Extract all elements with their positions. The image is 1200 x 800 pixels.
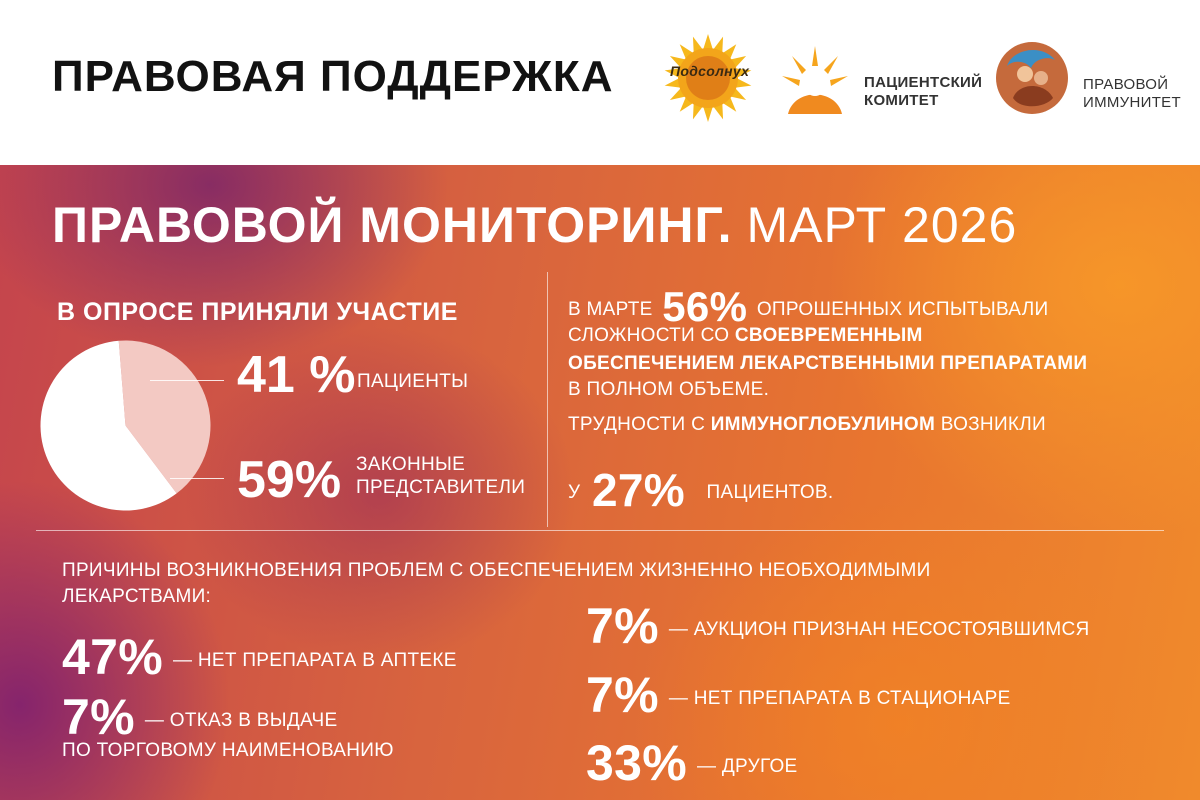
cause-label: — ОТКАЗ В ВЫДАЧЕ — [144, 710, 338, 731]
cause-label: — НЕТ ПРЕПАРАТА В АПТЕКЕ — [172, 650, 457, 671]
cause-label-continued: ПО ТОРГОВОМУ НАИМЕНОВАНИЮ — [62, 740, 394, 761]
finding-line-5-post: ВОЗНИКЛИ — [940, 414, 1047, 435]
leader-line-patients — [150, 380, 224, 381]
cause-item-auction-failed: 7% — АУКЦИОН ПРИЗНАН НЕСОСТОЯВШИМСЯ — [586, 597, 1090, 655]
finding-56-percent: 56% — [662, 283, 748, 330]
participants-pie-chart — [40, 340, 211, 511]
legal-immunity-logo-text: ПРАВОВОЙ ИММУНИТЕТ — [1083, 76, 1181, 111]
finding-line-1-pre: В МАРТЕ — [568, 299, 653, 320]
cause-value: 47% — [62, 629, 163, 685]
representatives-percent: 59% — [237, 451, 342, 509]
representatives-label: ЗАКОННЫЕ ПРЕДСТАВИТЕЛИ — [356, 454, 526, 498]
sunflower-icon — [664, 34, 752, 122]
finding-line-6-pre: У — [568, 482, 581, 503]
embrace-icon — [996, 42, 1068, 114]
finding-line-2-bold: СВОЕВРЕМЕННЫМ — [734, 325, 923, 346]
leader-line-representatives — [170, 478, 224, 479]
patients-label: ПАЦИЕНТЫ — [357, 371, 469, 392]
finding-line-3: ОБЕСПЕЧЕНИЕМ ЛЕКАРСТВЕННЫМИ ПРЕПАРАТАМИ — [568, 353, 1087, 375]
monitoring-title: ПРАВОВОЙ МОНИТОРИНГ. МАРТ 2026 — [52, 196, 1017, 254]
finding-line-6-post: ПАЦИЕНТОВ. — [706, 482, 834, 503]
finding-line-4: В ПОЛНОМ ОБЪЕМЕ. — [568, 379, 770, 400]
pie-slice-patients — [118, 340, 211, 494]
cause-label: — АУКЦИОН ПРИЗНАН НЕСОСТОЯВШИМСЯ — [668, 619, 1090, 640]
pie-slice-representatives — [40, 340, 177, 511]
finding-line-2-pre: СЛОЖНОСТИ СО — [568, 325, 730, 346]
header: ПРАВОВАЯ ПОДДЕРЖКА Подсолнух — [0, 0, 1200, 165]
finding-27-percent: 27% — [591, 464, 685, 516]
cause-item-other: 33% — ДРУГОЕ — [586, 734, 798, 792]
finding-line-5: ТРУДНОСТИ С ИММУНОГЛОБУЛИНОМ ВОЗНИКЛИ — [568, 414, 1046, 436]
monitoring-title-bold: ПРАВОВОЙ МОНИТОРИНГ. — [52, 197, 733, 253]
cause-value: 33% — [586, 735, 687, 791]
finding-line-5-bold: ИММУНОГЛОБУЛИНОМ — [710, 414, 936, 435]
vertical-divider — [547, 272, 548, 527]
cause-item-no-drug-pharmacy: 47% — НЕТ ПРЕПАРАТА В АПТЕКЕ — [62, 628, 457, 686]
cause-label: — НЕТ ПРЕПАРАТА В СТАЦИОНАРЕ — [668, 688, 1011, 709]
monitoring-title-date: МАРТ 2026 — [746, 197, 1018, 253]
finding-line-1: В МАРТЕ 56% ОПРОШЕННЫХ ИСПЫТЫВАЛИ — [568, 283, 1048, 331]
finding-line-1-post: ОПРОШЕННЫХ ИСПЫТЫВАЛИ — [756, 299, 1049, 320]
causes-title: ПРИЧИНЫ ВОЗНИКНОВЕНИЯ ПРОБЛЕМ С ОБЕСПЕЧЕ… — [62, 560, 931, 607]
page-title: ПРАВОВАЯ ПОДДЕРЖКА — [52, 52, 614, 101]
legal-immunity-logo: ПРАВОВОЙ ИММУНИТЕТ — [995, 28, 1195, 128]
horizontal-divider — [36, 530, 1164, 531]
cause-item-no-drug-hospital: 7% — НЕТ ПРЕПАРАТА В СТАЦИОНАРЕ — [586, 666, 1011, 724]
cause-value: 7% — [586, 598, 659, 654]
podsolnukh-logo: Подсолнух — [662, 28, 754, 128]
sunrise-icon — [782, 46, 848, 114]
finding-line-2: СЛОЖНОСТИ СО СВОЕВРЕМЕННЫМ — [568, 325, 923, 347]
survey-heading: В ОПРОСЕ ПРИНЯЛИ УЧАСТИЕ — [57, 298, 458, 326]
patients-percent: 41 % — [237, 346, 356, 404]
patient-committee-logo: ПАЦИЕНТСКИЙ КОМИТЕТ — [780, 28, 983, 128]
finding-line-6: У 27% ПАЦИЕНТОВ. — [568, 463, 833, 517]
finding-line-5-pre: ТРУДНОСТИ С — [568, 414, 706, 435]
cause-value: 7% — [62, 689, 135, 745]
cause-value: 7% — [586, 667, 659, 723]
patient-committee-logo-text: ПАЦИЕНТСКИЙ КОМИТЕТ — [864, 74, 983, 109]
podsolnukh-logo-text: Подсолнух — [670, 63, 750, 79]
main-panel — [0, 165, 1200, 800]
finding-line-3-bold: ОБЕСПЕЧЕНИЕМ ЛЕКАРСТВЕННЫМИ ПРЕПАРАТАМИ — [568, 353, 1088, 374]
cause-item-refusal-trade-name: 7% — ОТКАЗ В ВЫДАЧЕ ПО ТОРГОВОМУ НАИМЕНОВ… — [62, 688, 394, 762]
cause-label: — ДРУГОЕ — [696, 756, 798, 777]
